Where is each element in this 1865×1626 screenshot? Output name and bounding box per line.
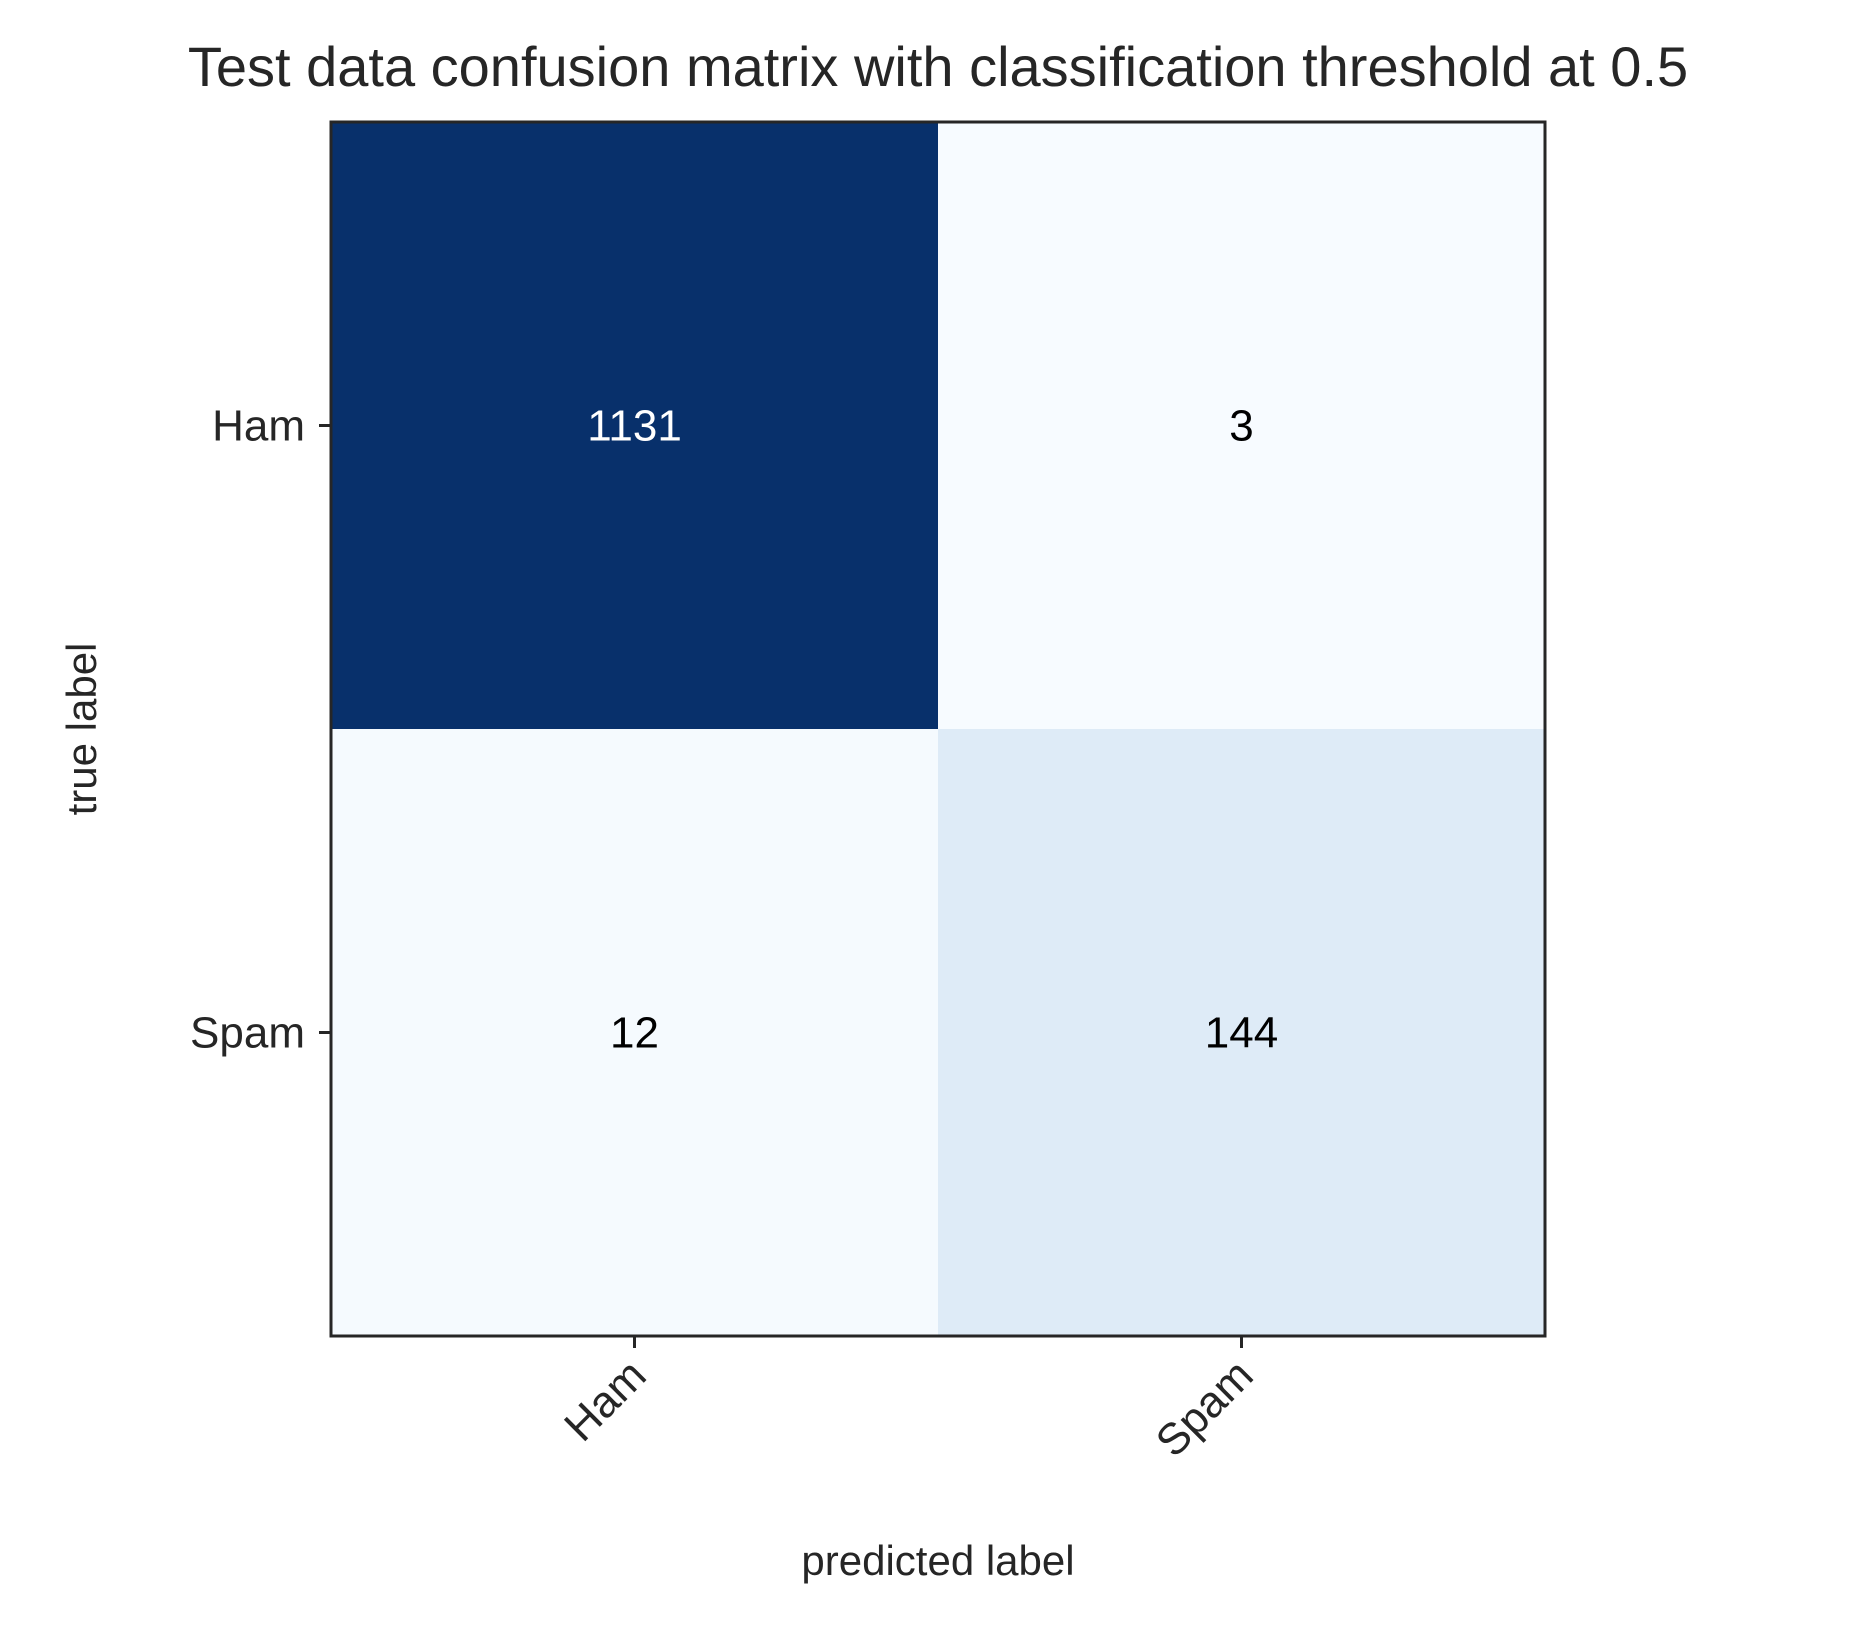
matrix-cell [938,122,1546,730]
x-tick-label: Ham [555,1350,655,1450]
matrix-cell-value: 3 [1229,402,1253,451]
x-axis-ticks: Ham Spam [555,1336,1263,1466]
y-axis-label: true label [58,643,105,816]
chart-title: Test data confusion matrix with classifi… [188,35,1688,98]
matrix-cell-value: 144 [1205,1009,1278,1058]
matrix-cells [331,122,1546,1337]
axes-frame [329,120,1547,1338]
x-tick-label: Spam [1147,1350,1263,1466]
matrix-cell-labels: 1131 3 12 144 [587,402,1278,1058]
x-axis-label: predicted label [801,1537,1074,1584]
matrix-cell [331,729,939,1337]
y-tick-label: Spam [190,1009,305,1058]
y-tick-label: Ham [212,402,305,451]
y-axis-ticks: Ham Spam [190,402,331,1058]
matrix-cell-value: 1131 [587,402,682,451]
matrix-cell [938,729,1546,1337]
matrix-cell-value: 12 [610,1009,659,1058]
matrix-cell [331,122,939,730]
